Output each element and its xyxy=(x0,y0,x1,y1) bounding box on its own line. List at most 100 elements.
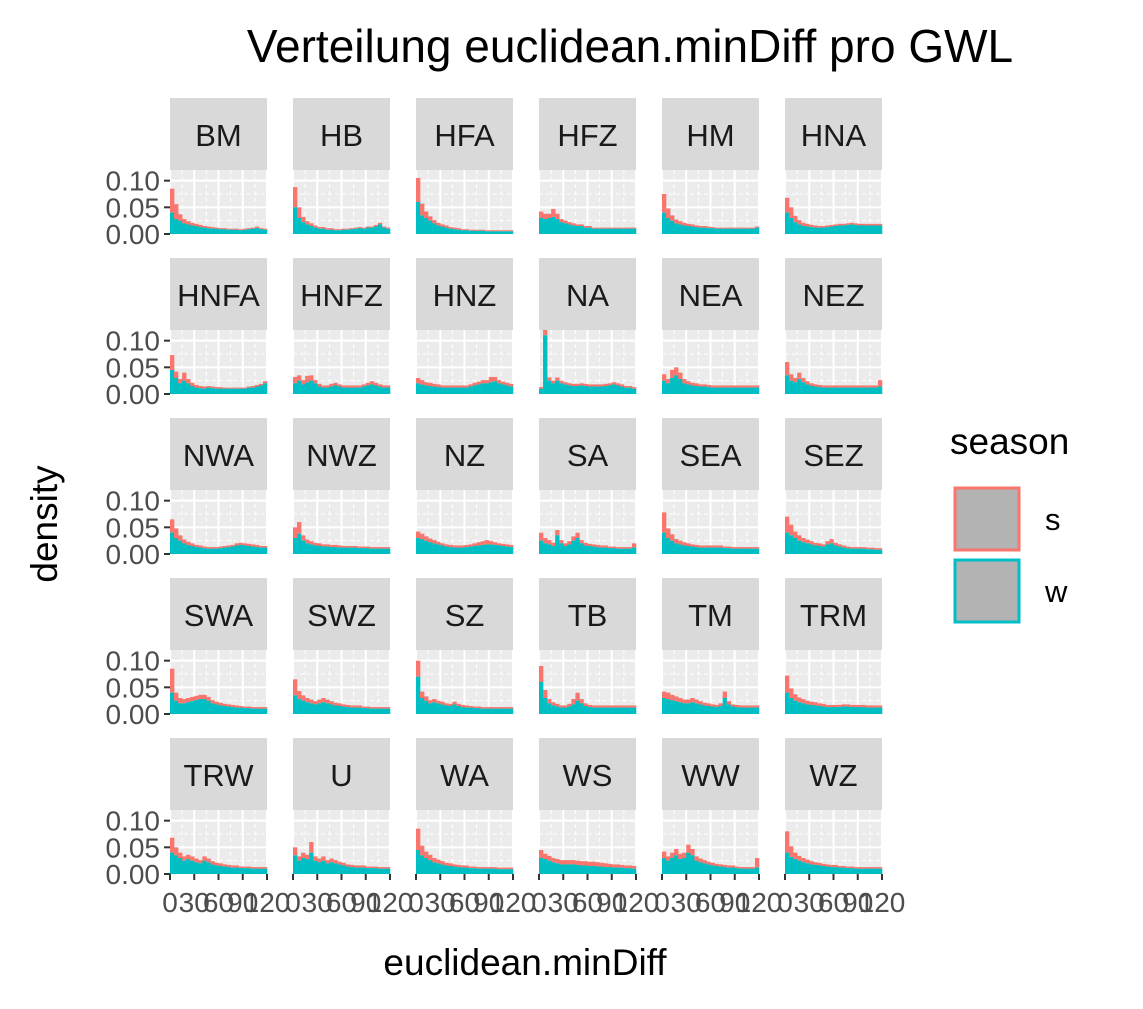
bar-w xyxy=(496,383,502,394)
bar-s xyxy=(420,533,425,540)
bar-w xyxy=(690,226,695,234)
x-tick-label: 0 xyxy=(531,887,547,918)
bar-w xyxy=(297,860,302,874)
bar-w xyxy=(686,226,691,234)
bar-w xyxy=(420,855,425,874)
bar-s xyxy=(849,222,855,225)
bar-s xyxy=(710,227,715,229)
bar-s xyxy=(754,226,760,228)
bar-w xyxy=(849,707,855,714)
bar-s xyxy=(428,382,433,386)
facet-strip-label: U xyxy=(330,758,352,793)
bar-s xyxy=(293,527,298,538)
bar-s xyxy=(365,706,371,709)
bar-w xyxy=(484,231,490,234)
bar-s xyxy=(238,229,244,231)
bar-s xyxy=(793,378,798,383)
bar-w xyxy=(500,546,506,554)
bar-w xyxy=(309,544,314,554)
bar-s xyxy=(492,707,498,709)
bar-w xyxy=(813,386,818,394)
bar-w xyxy=(242,708,248,714)
bar-s xyxy=(210,861,215,865)
bar-s xyxy=(801,378,806,383)
bar-w xyxy=(603,228,609,234)
bar-s xyxy=(686,699,691,704)
bar-w xyxy=(381,227,387,234)
bar-s xyxy=(385,867,391,869)
bar-s xyxy=(250,867,256,869)
bar-s xyxy=(218,863,223,866)
bar-w xyxy=(682,703,687,714)
bar-w xyxy=(333,863,338,874)
bar-w xyxy=(801,703,806,714)
bar-w xyxy=(373,226,379,234)
bar-w xyxy=(440,704,445,714)
bar-w xyxy=(857,387,863,394)
bar-w xyxy=(250,387,256,394)
bar-s xyxy=(424,211,429,218)
bar-w xyxy=(853,707,859,714)
bar-s xyxy=(373,707,379,709)
bar-w xyxy=(369,708,375,714)
bar-s xyxy=(369,381,375,385)
bar-w xyxy=(682,383,687,394)
bar-w xyxy=(174,219,179,234)
bar-w xyxy=(174,855,179,874)
bar-w xyxy=(631,228,637,234)
bar-w xyxy=(857,707,863,714)
bar-w xyxy=(559,707,564,714)
facet-strip xyxy=(293,738,390,810)
bar-s xyxy=(178,535,183,541)
bar-w xyxy=(662,698,667,714)
bar-s xyxy=(869,705,875,708)
bar-s xyxy=(325,228,330,230)
bar-s xyxy=(341,546,346,548)
bar-w xyxy=(555,219,560,234)
bar-w xyxy=(571,704,576,714)
bar-w xyxy=(190,225,195,234)
bar-s xyxy=(666,528,671,538)
bar-s xyxy=(385,227,391,229)
bar-w xyxy=(333,230,338,234)
bar-s xyxy=(718,385,723,388)
facet-strip xyxy=(785,738,882,810)
bar-w xyxy=(734,548,740,554)
bar-s xyxy=(805,539,810,544)
facet-hnfz: HNFZ xyxy=(292,258,391,395)
facet-strip-label: HB xyxy=(320,118,363,153)
bar-w xyxy=(627,707,633,714)
bar-s xyxy=(714,863,719,866)
bar-w xyxy=(456,229,461,234)
bar-w xyxy=(825,227,830,234)
bar-w xyxy=(468,230,473,234)
bar-s xyxy=(504,382,510,386)
bar-s xyxy=(805,381,810,385)
bar-s xyxy=(857,385,863,388)
bar-w xyxy=(357,228,363,234)
bar-s xyxy=(702,384,707,387)
bar-s xyxy=(496,707,502,709)
bar-w xyxy=(845,548,850,554)
bar-w xyxy=(718,387,723,394)
x-tick-label: 120 xyxy=(613,887,660,918)
bar-s xyxy=(789,207,794,218)
bar-s xyxy=(214,547,219,549)
bar-w xyxy=(468,546,473,554)
bar-s xyxy=(246,228,252,230)
bar-s xyxy=(460,229,465,231)
bar-w xyxy=(492,868,498,874)
bar-w xyxy=(877,707,883,714)
bar-s xyxy=(420,380,425,385)
bar-w xyxy=(381,548,387,554)
facet-strip xyxy=(539,738,636,810)
bar-w xyxy=(480,383,486,394)
bar-s xyxy=(504,867,510,870)
bar-w xyxy=(182,223,187,234)
bar-s xyxy=(460,865,465,868)
bar-s xyxy=(678,372,683,380)
bar-w xyxy=(587,707,592,714)
bar-w xyxy=(174,700,179,714)
bar-s xyxy=(420,845,425,856)
